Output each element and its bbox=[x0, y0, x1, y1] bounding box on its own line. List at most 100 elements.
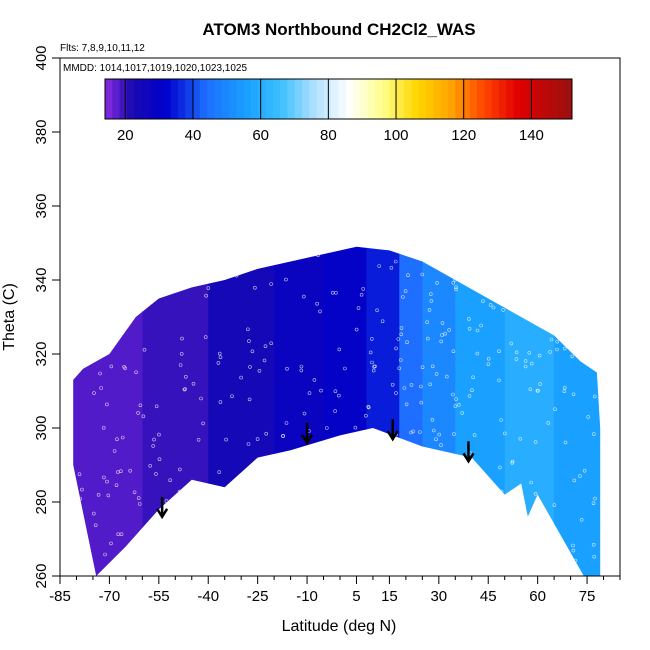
colorbar-cell bbox=[265, 79, 274, 119]
sample-point bbox=[409, 430, 413, 435]
colorbar-cell bbox=[557, 79, 566, 119]
sample-point bbox=[571, 548, 576, 553]
sample-point bbox=[280, 507, 284, 511]
sample-point bbox=[552, 503, 557, 507]
sample-point bbox=[558, 249, 563, 253]
sample-point bbox=[246, 442, 251, 446]
colorbar-cell bbox=[513, 79, 522, 119]
colorbar-cell bbox=[426, 79, 434, 119]
sample-point bbox=[75, 300, 80, 305]
sample-point bbox=[411, 429, 415, 434]
colorbar-cell bbox=[221, 79, 230, 119]
sample-point bbox=[146, 273, 150, 278]
sample-point bbox=[571, 392, 576, 397]
colorbar-cell bbox=[484, 79, 493, 119]
sample-point bbox=[575, 311, 580, 316]
sample-point bbox=[302, 503, 306, 507]
sample-point bbox=[180, 336, 184, 341]
arrows bbox=[156, 419, 475, 520]
sample-point bbox=[405, 340, 409, 345]
sample-point bbox=[443, 331, 448, 336]
sample-point bbox=[486, 563, 490, 568]
sample-point bbox=[430, 364, 435, 369]
sample-point bbox=[339, 527, 344, 532]
colorbar-cell bbox=[207, 79, 215, 119]
sample-point bbox=[174, 524, 179, 528]
sample-point bbox=[572, 478, 577, 483]
colorbar-tick-label: 80 bbox=[320, 127, 337, 144]
sample-point bbox=[529, 480, 534, 485]
sample-point bbox=[470, 257, 475, 262]
sample-point bbox=[396, 337, 401, 341]
sample-point bbox=[380, 455, 384, 459]
sample-point bbox=[264, 457, 269, 461]
x-tick-label: -55 bbox=[148, 588, 170, 605]
sample-point bbox=[537, 353, 542, 358]
field-band-10 bbox=[554, 246, 601, 576]
sample-point bbox=[312, 378, 317, 382]
colorbar-tick-label: 100 bbox=[384, 127, 409, 144]
sample-point bbox=[196, 272, 201, 277]
colorbar-cell bbox=[192, 79, 201, 119]
sample-point bbox=[393, 259, 398, 264]
sample-point bbox=[591, 263, 596, 267]
sample-point bbox=[533, 440, 538, 444]
sample-point bbox=[225, 499, 229, 504]
sample-point bbox=[403, 520, 408, 525]
arrow-3 bbox=[462, 441, 475, 464]
sample-point bbox=[96, 492, 101, 497]
sample-point bbox=[533, 491, 538, 496]
sample-point bbox=[80, 487, 84, 492]
sample-point bbox=[103, 326, 108, 331]
sample-point bbox=[509, 341, 514, 346]
colorbar-cell bbox=[134, 79, 142, 119]
sample-point bbox=[337, 347, 342, 352]
sample-point bbox=[400, 561, 405, 566]
sample-point bbox=[138, 538, 142, 543]
sample-point bbox=[269, 341, 274, 346]
sample-point bbox=[467, 394, 472, 398]
colorbar-cell bbox=[477, 79, 485, 119]
sample-point bbox=[218, 400, 223, 404]
sample-point bbox=[322, 447, 327, 451]
sample-point bbox=[390, 382, 395, 387]
sample-point bbox=[551, 274, 555, 279]
sample-point bbox=[116, 470, 120, 474]
sample-point bbox=[114, 566, 118, 570]
sample-point bbox=[266, 466, 271, 471]
sample-point bbox=[427, 308, 432, 312]
sample-point bbox=[571, 543, 575, 548]
colorbar-cell bbox=[360, 79, 369, 119]
sample-point bbox=[299, 364, 304, 369]
colorbar-cell bbox=[542, 79, 551, 119]
sample-point bbox=[520, 280, 524, 285]
sample-point bbox=[155, 549, 159, 554]
sample-point bbox=[151, 444, 155, 448]
sample-point bbox=[454, 287, 458, 292]
sample-point bbox=[138, 403, 143, 408]
sample-point bbox=[248, 365, 252, 369]
sample-point bbox=[284, 277, 288, 282]
y-tick-label: 340 bbox=[33, 267, 50, 292]
sample-point bbox=[470, 388, 474, 393]
colorbar-cell bbox=[345, 79, 354, 119]
sample-point bbox=[437, 549, 442, 554]
y-axis: 260 280 300 320 340 360 380 400 bbox=[33, 45, 60, 589]
sample-point bbox=[333, 556, 338, 561]
colorbar-cell bbox=[272, 79, 281, 119]
sample-point bbox=[344, 444, 348, 449]
sample-point bbox=[277, 504, 282, 509]
sample-point bbox=[459, 268, 464, 273]
sample-point bbox=[442, 254, 446, 259]
sample-point bbox=[475, 260, 480, 265]
sample-point bbox=[546, 421, 551, 425]
sample-point bbox=[77, 472, 82, 477]
sample-point bbox=[178, 363, 183, 367]
sample-point bbox=[148, 463, 152, 468]
colorbar-cell bbox=[170, 79, 179, 119]
sample-point bbox=[92, 511, 96, 516]
sample-point bbox=[301, 294, 306, 299]
sample-point bbox=[451, 349, 456, 354]
x-tick-label: -40 bbox=[197, 588, 219, 605]
sample-point bbox=[488, 303, 493, 307]
